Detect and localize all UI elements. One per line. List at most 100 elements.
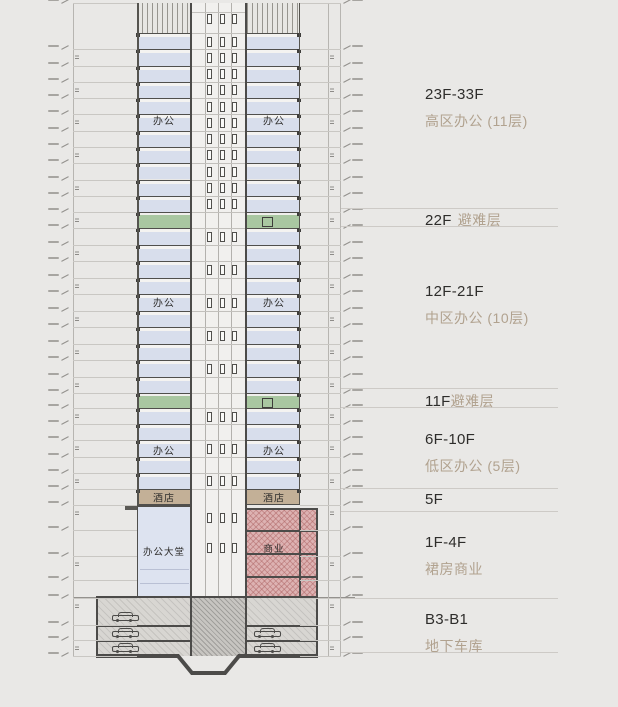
elevation-marker [48,323,59,325]
legend-separator [341,598,558,599]
core-floor-line [192,261,245,262]
elevation-marker [352,404,363,406]
grid-line [300,327,341,328]
elevator-door [207,69,212,79]
elevation-marker [48,636,59,638]
elevation-marker [352,191,363,194]
commercial-slab [247,576,318,578]
core-mullion [218,3,219,598]
survey-tick [330,477,334,483]
elevator-door [232,117,237,128]
elevator-door [207,166,212,177]
grid-line [73,98,137,100]
elevation-marker [352,501,363,503]
grid-line [300,424,341,426]
car-wheel [129,650,132,653]
survey-tick [330,119,334,125]
survey-tick [330,381,334,387]
grid-line [73,408,137,409]
survey-tick [330,510,334,515]
elevator-door [207,14,212,24]
survey-tick [75,413,79,418]
legend-item-mid-office: 12F-21F 中区办公 (10层) [425,283,529,328]
elevation-marker [352,621,363,623]
elevation-marker [352,485,363,487]
elevation-marker [48,290,59,292]
elevator-door [232,476,237,487]
lobby-area [137,505,190,598]
grid-line [300,556,341,557]
legend-separator [341,488,558,489]
core-mullion [205,3,206,598]
elevator-door [220,101,225,112]
elevator-door [220,134,225,145]
elevation-marker [352,94,363,97]
core-floor-line [192,33,245,34]
core-floor-line [192,49,245,51]
wing-label-office: 办公 [153,446,175,458]
grid-line [300,195,341,197]
elevation-marker [352,126,363,129]
commercial-area [247,508,318,598]
refuge-door [262,398,273,408]
core-floor-line [192,440,245,442]
core-floor-line [192,343,245,345]
legend-floor-range: 22F [425,212,452,229]
grid-line [73,244,137,246]
survey-tick [75,249,79,255]
grid-line [73,656,137,657]
ground-line [96,595,318,598]
grid-line [73,625,137,626]
elevator-door [220,14,225,24]
survey-tick [330,282,334,288]
grid-line [300,393,341,394]
grid-line [73,376,137,378]
wing-label-office: 办公 [153,298,175,310]
legend-floor-range: 6F-10F [425,431,476,448]
grid-line [73,640,137,641]
car-cabin [260,628,275,633]
elevation-marker [352,436,363,439]
car-icon [112,628,139,638]
legend-separator [341,388,558,389]
wing-label-office: 办公 [263,298,285,310]
core-floor-line [192,163,245,165]
lobby-interior-line [140,569,189,570]
grid-line [73,327,137,328]
grid-line [300,310,341,312]
elevator-door [207,543,212,553]
grid-line [73,195,137,197]
core-crown-line [192,12,245,13]
grid-line [300,98,341,100]
wing-label-hotel: 酒店 [263,493,285,505]
elevator-door [220,476,225,487]
elevation-marker [48,436,59,439]
elevator-door [207,199,212,210]
elevator-door [207,85,212,96]
elevator-door [207,101,212,112]
elevation-marker [48,576,59,578]
core-floor-line [192,146,245,148]
survey-tick [330,315,334,321]
car-body [112,631,139,637]
core-floor-line [192,179,245,181]
elevation-marker [352,110,363,113]
core-floor-line [192,456,245,458]
car-body [112,615,139,621]
grid-line [300,130,341,132]
core-floor-line [192,228,245,229]
survey-tick [75,151,79,157]
elevator-door [232,363,237,374]
elevator-door [232,183,237,193]
elevation-marker [352,356,363,358]
elevator-door [207,330,212,341]
grid-line [73,456,137,458]
elevator-door [232,264,237,275]
wing-label-commercial: 商业 [263,544,285,555]
grid-line [300,228,341,229]
refuge-door [262,217,273,227]
core-floor-line [192,98,245,100]
elevation-marker [48,526,59,528]
grid-line [73,505,137,506]
